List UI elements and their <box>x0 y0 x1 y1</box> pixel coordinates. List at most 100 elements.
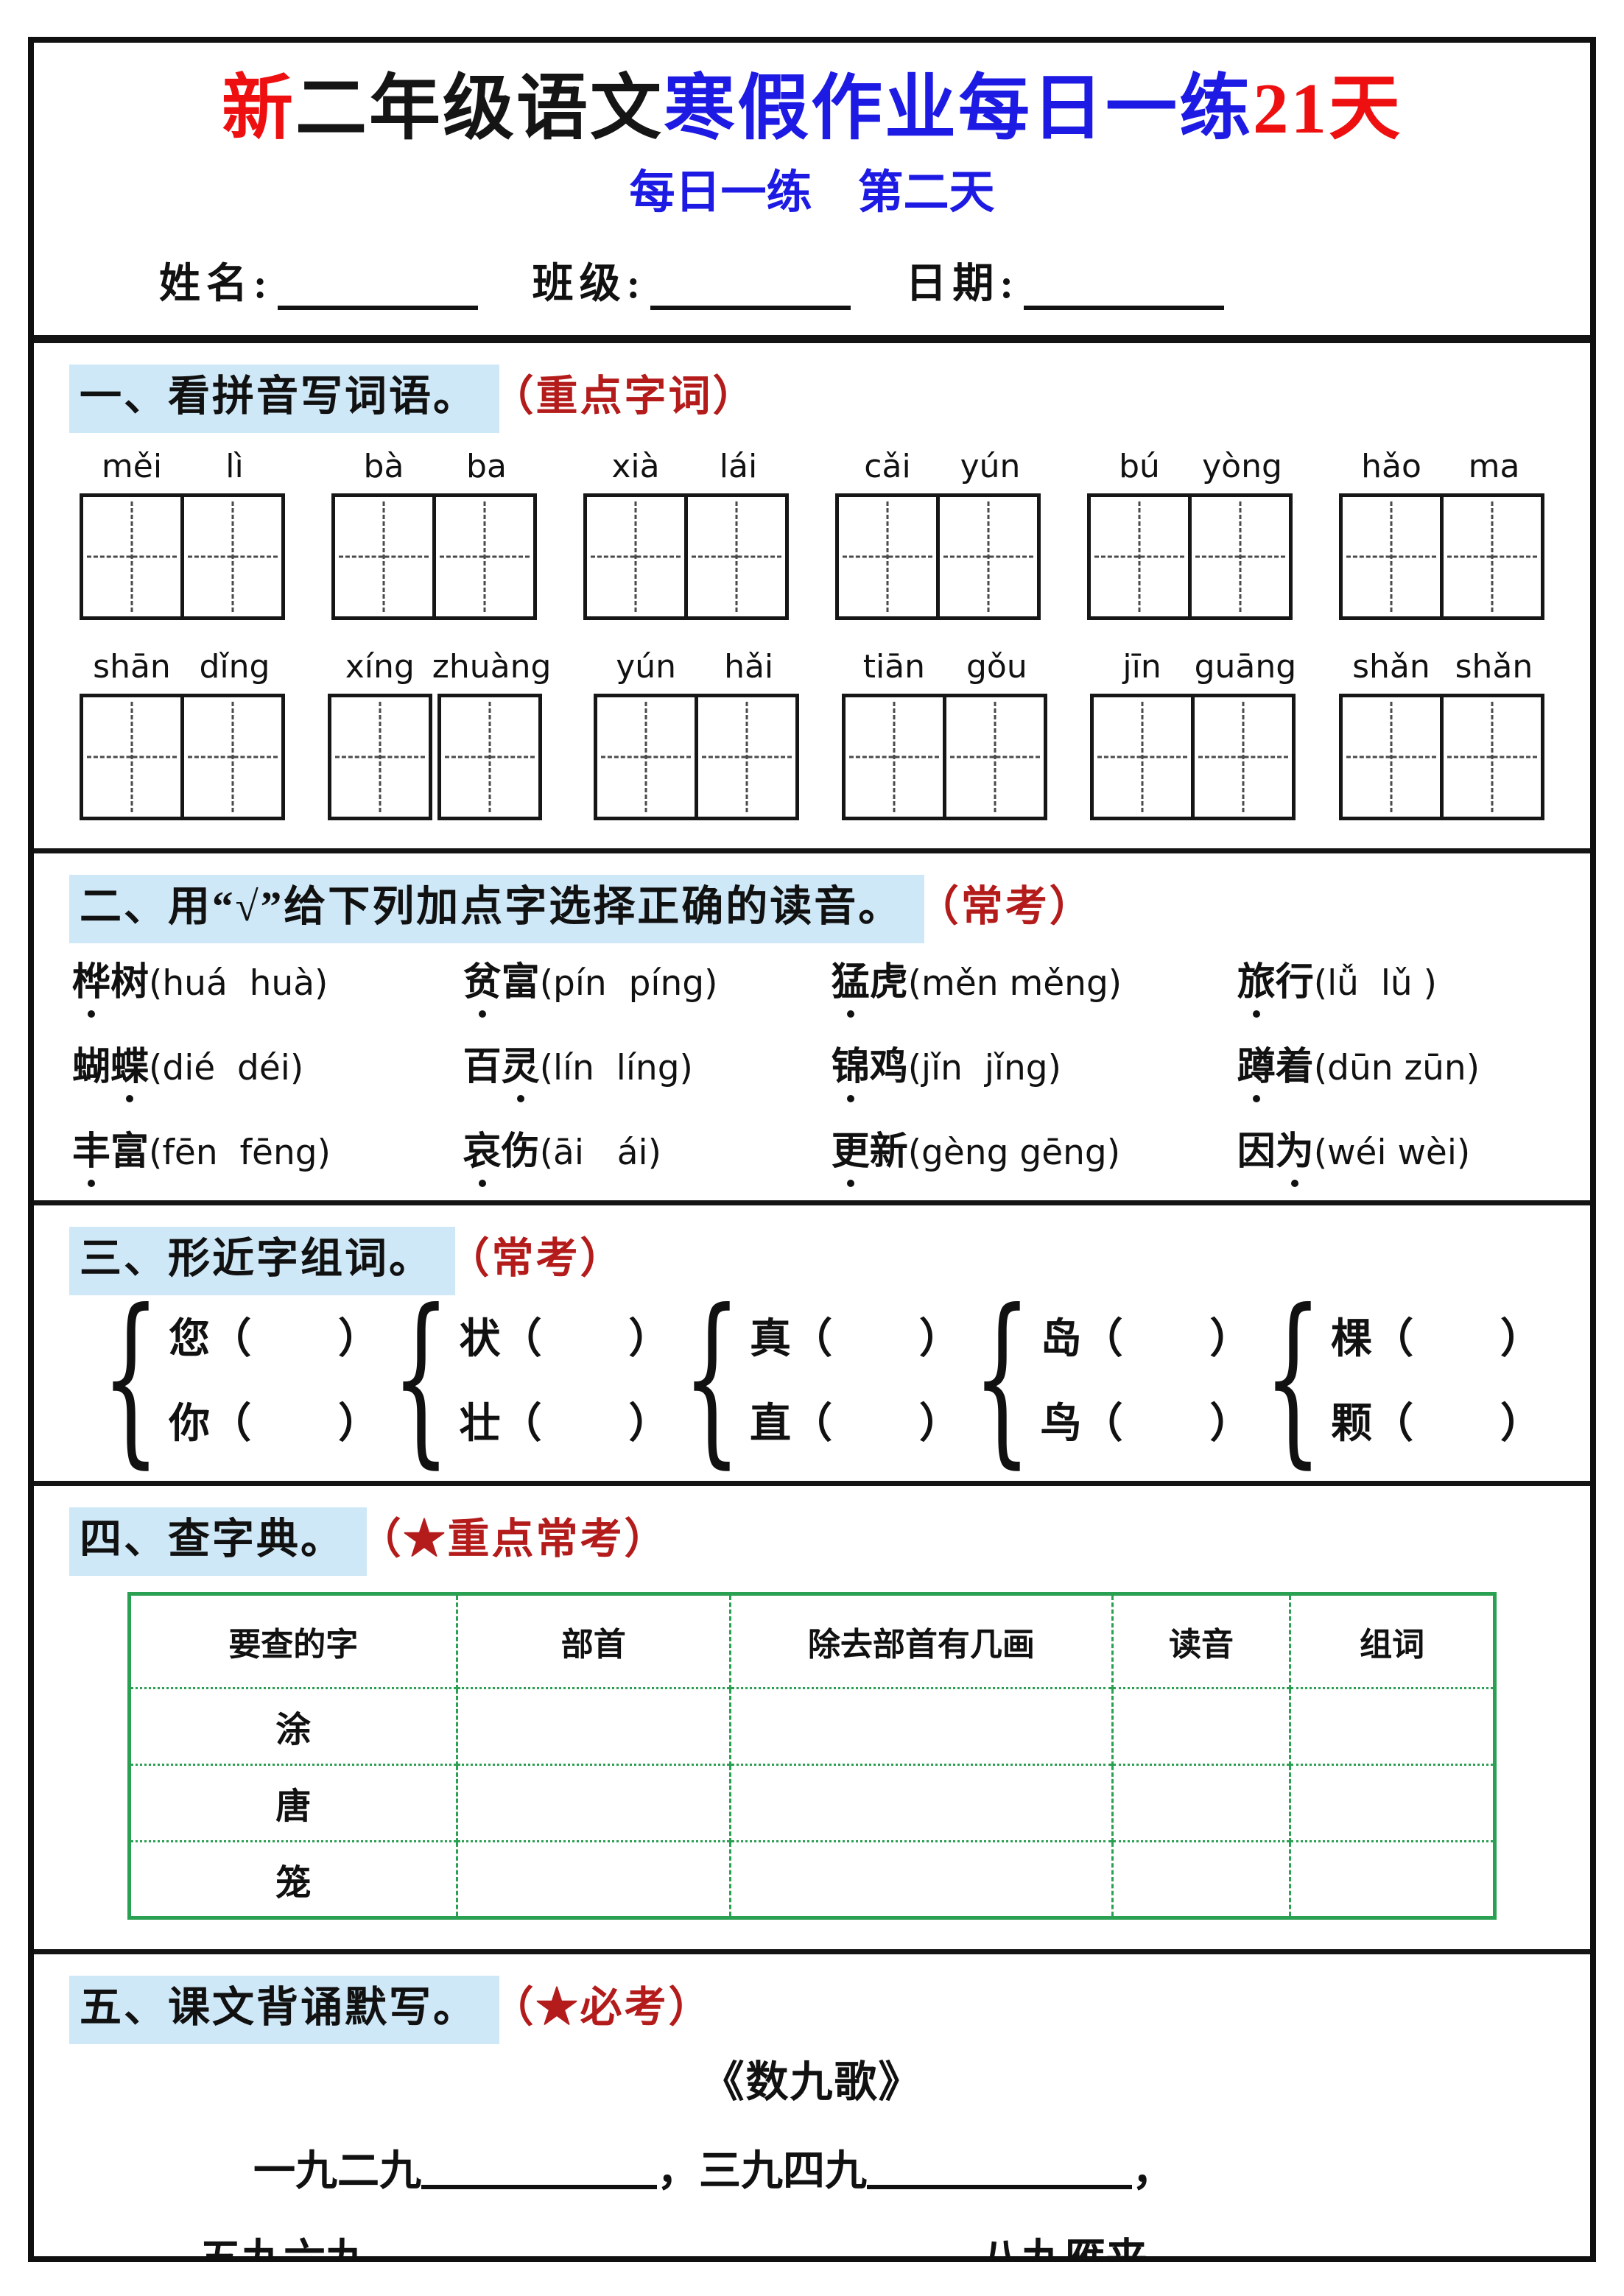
phonetic-options[interactable]: (lǚ lǔ ) <box>1313 962 1437 1004</box>
writing-box[interactable] <box>1089 693 1195 820</box>
pinyin-label: yún <box>960 447 1021 485</box>
writing-box[interactable] <box>1087 493 1192 620</box>
phonetic-options[interactable]: (wéi wèi) <box>1313 1132 1471 1173</box>
table-empty-cell[interactable] <box>730 1688 1114 1766</box>
writing-box[interactable] <box>180 693 285 820</box>
pinyin-label: shǎn <box>1352 647 1430 686</box>
answer-blank[interactable] <box>1413 1316 1500 1353</box>
brace-group: { 您（） 你（） <box>101 1270 380 1485</box>
section-2-note: （常考） <box>938 883 1094 930</box>
name-label: 姓名: <box>159 261 273 307</box>
dotted-char: 贫 <box>463 951 502 1006</box>
writing-box[interactable] <box>1338 693 1444 820</box>
name-blank[interactable] <box>277 266 478 310</box>
writing-box[interactable] <box>1188 493 1293 620</box>
poem-blank[interactable] <box>695 2235 938 2256</box>
writing-box[interactable] <box>1339 493 1444 620</box>
pinyin-label: ba <box>466 447 507 485</box>
answer-blank[interactable] <box>1413 1401 1500 1437</box>
writing-box[interactable] <box>835 493 940 620</box>
writing-box[interactable] <box>180 493 285 620</box>
table-empty-cell[interactable] <box>457 1688 731 1766</box>
phonetic-options[interactable]: (āi ái) <box>539 1132 661 1173</box>
char-bottom: 壮 <box>459 1401 501 1447</box>
name-field: 姓名: <box>159 250 478 310</box>
section-1-pinyin: 一、看拼音写词语。 （重点字词） měi lì bà ba xià lái cǎi… <box>34 343 1590 848</box>
answer-blank[interactable] <box>832 1401 919 1437</box>
table-empty-cell[interactable] <box>1112 1764 1292 1842</box>
char-bottom: 你 <box>169 1401 211 1447</box>
writing-box[interactable] <box>594 693 699 820</box>
table-empty-cell[interactable] <box>457 1841 731 1918</box>
table-row: 笼 <box>129 1841 1494 1918</box>
answer-blank[interactable] <box>251 1401 338 1437</box>
word-group: bú yòng <box>1087 448 1293 620</box>
answer-blank[interactable] <box>542 1316 629 1353</box>
phonetic-options[interactable]: (fēn fēng) <box>149 1132 331 1173</box>
writing-box[interactable] <box>684 493 789 620</box>
writing-box[interactable] <box>80 493 184 620</box>
writing-box[interactable] <box>1191 693 1296 820</box>
answer-blank[interactable] <box>542 1401 629 1437</box>
table-empty-cell[interactable] <box>1290 1764 1495 1842</box>
page-title: 新二年级语文寒假作业每日一练21天 <box>49 68 1575 150</box>
writing-box[interactable] <box>331 493 436 620</box>
table-empty-cell[interactable] <box>1290 1841 1495 1918</box>
writing-box[interactable] <box>80 693 184 820</box>
table-empty-cell[interactable] <box>1290 1688 1495 1766</box>
writing-box[interactable] <box>1440 493 1544 620</box>
writing-box[interactable] <box>936 493 1041 620</box>
poem-blank[interactable] <box>421 2147 657 2189</box>
table-header-cell: 部首 <box>457 1594 731 1689</box>
pinyin-label: gǒu <box>966 647 1027 686</box>
char-bottom: 直 <box>750 1401 792 1447</box>
table-empty-cell[interactable] <box>1112 1841 1292 1918</box>
table-empty-cell[interactable] <box>730 1841 1114 1918</box>
writing-box[interactable] <box>432 493 537 620</box>
writing-box[interactable] <box>327 693 432 820</box>
pinyin-label: xíng <box>345 647 415 686</box>
writing-box[interactable] <box>841 693 946 820</box>
writing-box[interactable] <box>942 693 1047 820</box>
writing-box[interactable] <box>437 693 543 820</box>
phonetic-options[interactable]: (lín líng) <box>539 1047 693 1088</box>
dotted-char: 旅 <box>1237 951 1276 1006</box>
phonetic-options[interactable]: (dié déi) <box>149 1047 304 1088</box>
table-empty-cell[interactable] <box>730 1764 1114 1842</box>
answer-blank[interactable] <box>832 1316 919 1353</box>
writing-box[interactable] <box>1439 693 1544 820</box>
poem-title: 《数九歌》 <box>701 2057 923 2106</box>
phonetic-options[interactable]: (pín píng) <box>539 962 718 1004</box>
char-bottom: 颗 <box>1331 1401 1372 1447</box>
phonetic-item: 百灵(lín líng) <box>463 1035 832 1091</box>
phonetic-options[interactable]: (gèng gēng) <box>907 1132 1121 1173</box>
word-group: shān dǐng <box>80 648 285 820</box>
answer-blank[interactable] <box>1123 1401 1210 1437</box>
writing-box[interactable] <box>583 493 688 620</box>
class-blank[interactable] <box>650 266 851 310</box>
poem-blank[interactable] <box>867 2147 1132 2189</box>
table-empty-cell[interactable] <box>1112 1688 1292 1766</box>
table-empty-cell[interactable] <box>457 1764 731 1842</box>
section-5-recitation: 五、课文背诵默写。 （★必考） 《数九歌》 一九二九 ，三九四九， 五九六九，，，八… <box>34 1948 1590 2256</box>
date-blank[interactable] <box>1023 266 1224 310</box>
student-fields: 姓名: 班级: 日期: <box>49 221 1575 329</box>
pinyin-label: ma <box>1468 447 1520 485</box>
phonetic-options[interactable]: (huá huà) <box>149 962 328 1004</box>
pinyin-label: tiān <box>862 647 926 686</box>
writing-box[interactable] <box>695 693 800 820</box>
phonetic-options[interactable]: (dūn zūn) <box>1313 1047 1480 1088</box>
word-group: bà ba <box>331 448 537 620</box>
dotted-char: 猛 <box>832 951 870 1006</box>
answer-blank[interactable] <box>251 1316 338 1353</box>
subtitle: 每日一练 第二天 <box>629 167 995 218</box>
answer-blank[interactable] <box>1123 1316 1210 1353</box>
pinyin-label: xià <box>611 447 660 485</box>
phonetic-options[interactable]: (měn měng) <box>907 962 1122 1004</box>
phonetic-options[interactable]: (jǐn jǐng) <box>907 1047 1061 1088</box>
section-1-title: 一、看拼音写词语。 <box>69 364 499 433</box>
poem-blank[interactable] <box>409 2235 653 2256</box>
brace-glyph: { <box>101 1270 161 1485</box>
pinyin-row-1: měi lì bà ba xià lái cǎi yún bú yòng hǎo… <box>34 448 1590 620</box>
